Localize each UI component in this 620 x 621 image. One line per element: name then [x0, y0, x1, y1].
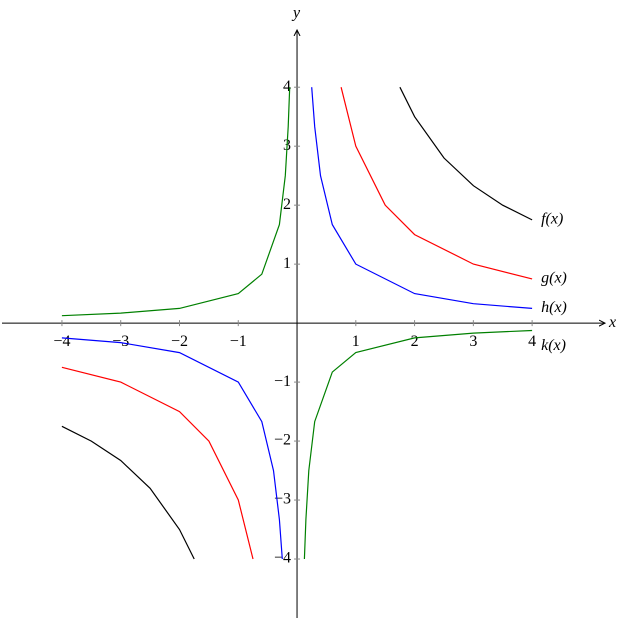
legend-label: f(x) — [541, 211, 563, 228]
x-tick-label: 2 — [411, 333, 419, 350]
x-tick-label: 4 — [528, 333, 536, 350]
x-tick-label: −3 — [112, 333, 129, 350]
x-axis-label: x — [608, 314, 616, 331]
y-axis-label: y — [291, 5, 301, 22]
legend-label: k(x) — [541, 337, 566, 354]
y-tick-label: −1 — [274, 373, 291, 390]
y-tick-label: 2 — [283, 196, 291, 213]
y-tick-label: 1 — [283, 255, 291, 272]
y-tick-label: −3 — [274, 491, 291, 508]
x-tick-label: −1 — [230, 333, 247, 350]
legend-label: g(x) — [541, 270, 567, 287]
y-tick-label: 4 — [283, 78, 291, 95]
x-tick-label: −4 — [53, 333, 70, 350]
y-tick-label: −2 — [274, 432, 291, 449]
curve — [61, 87, 533, 560]
x-tick-label: −2 — [171, 333, 188, 350]
curve — [61, 87, 533, 560]
legend-label: h(x) — [541, 299, 567, 316]
curve — [61, 86, 533, 560]
x-tick-label: 1 — [352, 333, 360, 350]
x-tick-label: 3 — [469, 333, 477, 350]
curve — [61, 87, 533, 560]
